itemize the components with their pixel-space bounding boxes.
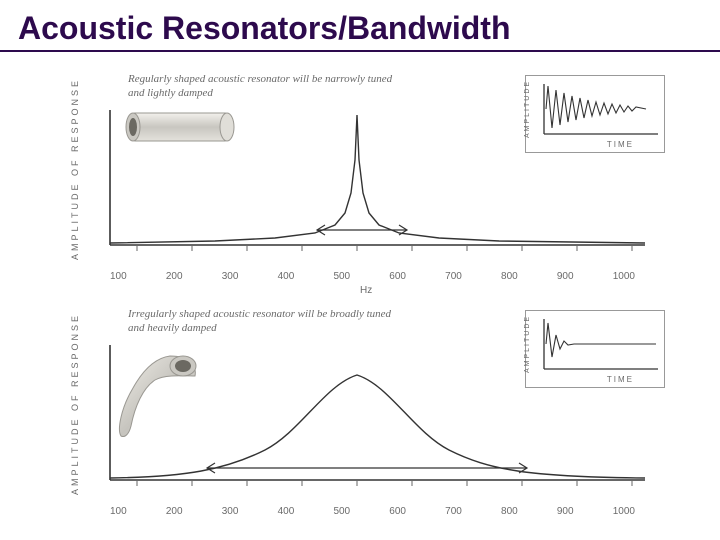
caption-line: and lightly damped — [128, 87, 213, 99]
xtick: 900 — [557, 506, 574, 517]
inset-ylabel: AMPLITUDE — [524, 80, 531, 138]
caption-line: and heavily damped — [128, 322, 217, 334]
xtick: 1000 — [613, 506, 635, 517]
inset-xlabel: TIME — [607, 375, 634, 384]
ylabel-broad: AMPLITUDE OF RESPONSE — [70, 313, 80, 495]
shape-horn — [115, 348, 205, 443]
panel-narrow: Regularly shaped acoustic resonator will… — [60, 65, 670, 290]
xtick: 200 — [166, 271, 183, 282]
xtick: 900 — [557, 271, 574, 282]
xtick: 700 — [445, 271, 462, 282]
ylabel-narrow: AMPLITUDE OF RESPONSE — [70, 78, 80, 260]
xlabels-broad: 100 200 300 400 500 600 700 800 900 1000 — [95, 506, 650, 517]
caption-broad: Irregularly shaped acoustic resonator wi… — [128, 308, 391, 336]
inset-xlabel: TIME — [607, 140, 634, 149]
xtick: 300 — [222, 271, 239, 282]
xtick: 500 — [333, 506, 350, 517]
xtick: 1000 — [613, 271, 635, 282]
xtick: 400 — [278, 271, 295, 282]
title-underline — [0, 50, 720, 52]
xtick: 500 — [333, 271, 350, 282]
xtick: 300 — [222, 506, 239, 517]
inset-broad: AMPLITUDE TIME — [525, 310, 665, 388]
xtick: 800 — [501, 271, 518, 282]
xtick: 100 — [110, 506, 127, 517]
xtick: 100 — [110, 271, 127, 282]
xtick: 600 — [389, 506, 406, 517]
xtick: 800 — [501, 506, 518, 517]
inset-narrow: AMPLITUDE TIME — [525, 75, 665, 153]
panel-broad: Irregularly shaped acoustic resonator wi… — [60, 300, 670, 525]
caption-line: Irregularly shaped acoustic resonator wi… — [128, 308, 391, 320]
xtick: 400 — [278, 506, 295, 517]
xtick: 200 — [166, 506, 183, 517]
inset-ylabel: AMPLITUDE — [524, 315, 531, 373]
xtick: 600 — [389, 271, 406, 282]
xtick: 700 — [445, 506, 462, 517]
xlabels-narrow: 100 200 300 400 500 600 700 800 900 1000 — [95, 271, 650, 282]
shape-cylinder — [125, 107, 235, 177]
xunit-narrow: Hz — [360, 285, 372, 296]
caption-narrow: Regularly shaped acoustic resonator will… — [128, 73, 392, 101]
caption-line: Regularly shaped acoustic resonator will… — [128, 73, 392, 85]
page-title: Acoustic Resonators/Bandwidth — [18, 10, 511, 47]
